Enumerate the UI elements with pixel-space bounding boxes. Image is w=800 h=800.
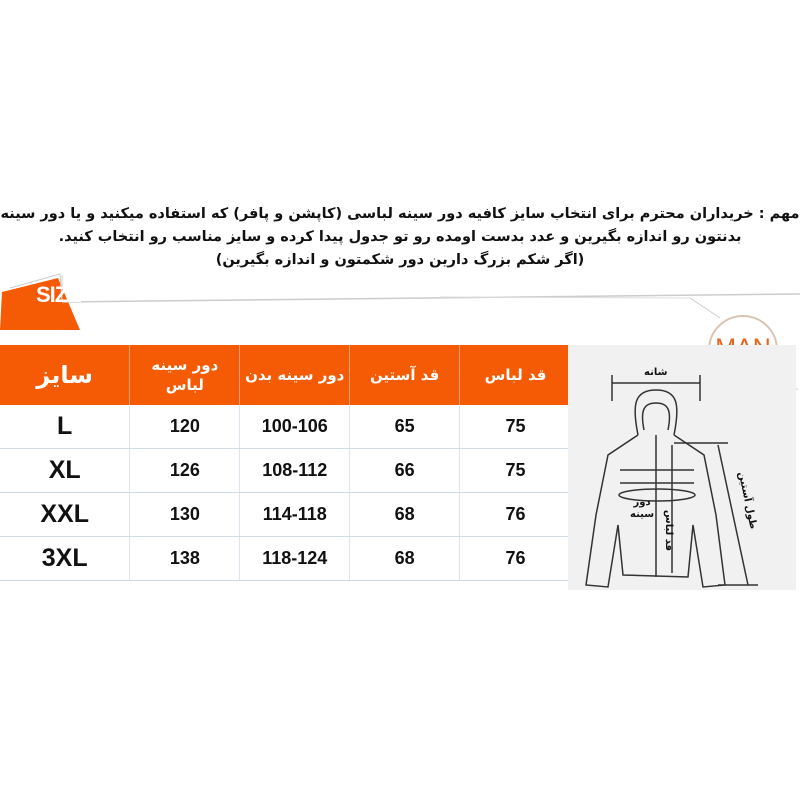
length-label: قد لباس [663, 509, 675, 552]
header-garment-length: قد لباس [459, 345, 572, 405]
cell: 130 [129, 492, 241, 537]
cell-size: XL [0, 448, 131, 493]
size-label: SIZE [36, 282, 82, 307]
cell: 65 [349, 405, 461, 449]
notice-line: (اگر شکم بزرگ دارین دور شکمتون و اندازه … [215, 252, 585, 268]
header-sleeve-length: قد آستین [349, 345, 461, 405]
cell: 68 [349, 492, 461, 537]
size-banner-graphic [0, 273, 800, 390]
cell: 76 [459, 536, 572, 581]
size-table: سایز دور سینه لباس دور سینه بدن قد آستین… [0, 345, 572, 581]
header-garment-chest: دور سینه لباس [129, 345, 241, 405]
cell: 118-124 [239, 536, 351, 581]
table-header-row: سایز دور سینه لباس دور سینه بدن قد آستین… [0, 345, 572, 405]
notice-line: بدنتون رو اندازه بگیرین و عدد بدست اومده… [58, 229, 742, 245]
cell: 76 [459, 492, 572, 537]
cell: 68 [349, 536, 461, 581]
cell: 126 [129, 448, 241, 493]
cell: 75 [459, 405, 572, 449]
cell: 66 [349, 448, 461, 493]
notice-line: مهم : خریداران محترم برای انتخاب سایز کا… [0, 206, 800, 222]
cell: 114-118 [239, 492, 351, 537]
header-size: سایز [0, 345, 131, 405]
cell: 138 [129, 536, 241, 581]
size-notice: مهم : خریداران محترم برای انتخاب سایز کا… [0, 203, 800, 272]
jacket-diagram: شانه دور سینه قد لباس طول آستین [568, 345, 796, 590]
table-row: L 120 100-106 65 75 [0, 405, 572, 449]
table-row: 3XL 138 118-124 68 76 [0, 536, 572, 581]
cell: 75 [459, 448, 572, 493]
chest-label: دور سینه [630, 497, 654, 521]
shoulder-label: شانه [644, 367, 668, 378]
cell-size: 3XL [0, 536, 131, 581]
cell: 108-112 [239, 448, 351, 493]
table-row: XL 126 108-112 66 75 [0, 448, 572, 493]
chest-label-line: سینه [630, 509, 655, 520]
cell-size: XXL [0, 492, 131, 537]
table-row: XXL 130 114-118 68 76 [0, 492, 572, 537]
cell-size: L [0, 405, 131, 449]
header-body-chest: دور سینه بدن [239, 345, 351, 405]
cell: 120 [129, 405, 241, 449]
cell: 100-106 [239, 405, 351, 449]
chest-label-line: دور [633, 497, 651, 508]
